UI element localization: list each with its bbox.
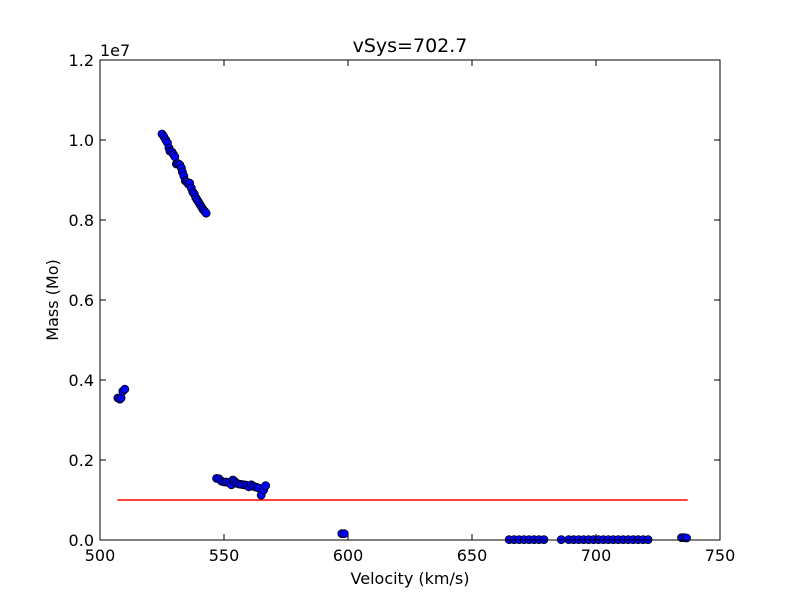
y-axis-label: Mass (Mo) — [43, 259, 62, 340]
data-point-4 — [120, 384, 130, 394]
data-point-34 — [201, 208, 211, 218]
x-tick-label: 750 — [705, 546, 736, 565]
chart-title: vSys=702.7 — [353, 35, 468, 57]
x-tick-label: 700 — [581, 546, 612, 565]
y-axis-offset-label: 1e7 — [100, 41, 130, 60]
y-tick-label: 1.0 — [69, 131, 94, 150]
x-tick-label: 600 — [333, 546, 364, 565]
y-tick-label: 0.4 — [69, 371, 94, 390]
plot-frame — [99, 59, 721, 541]
data-point-87 — [682, 533, 691, 543]
data-point-56 — [261, 481, 271, 491]
y-tick-label: 0.8 — [69, 211, 94, 230]
x-tick-label: 500 — [85, 546, 116, 565]
y-tick-label: 1.2 — [69, 51, 94, 70]
y-tick-label: 0.0 — [69, 531, 94, 550]
plot-area — [113, 129, 691, 544]
axis-ticks: 500 550 600 650 700 750 0.0 0.2 0.4 0.6 0.8 1.0 1.2 — [69, 51, 736, 565]
y-tick-label: 0.6 — [69, 291, 94, 310]
y-tick-label: 0.2 — [69, 451, 94, 470]
x-axis-label: Velocity (km/s) — [351, 569, 470, 588]
data-point-58 — [339, 529, 349, 538]
x-tick-label: 650 — [457, 546, 488, 565]
x-tick-label: 550 — [209, 546, 240, 565]
